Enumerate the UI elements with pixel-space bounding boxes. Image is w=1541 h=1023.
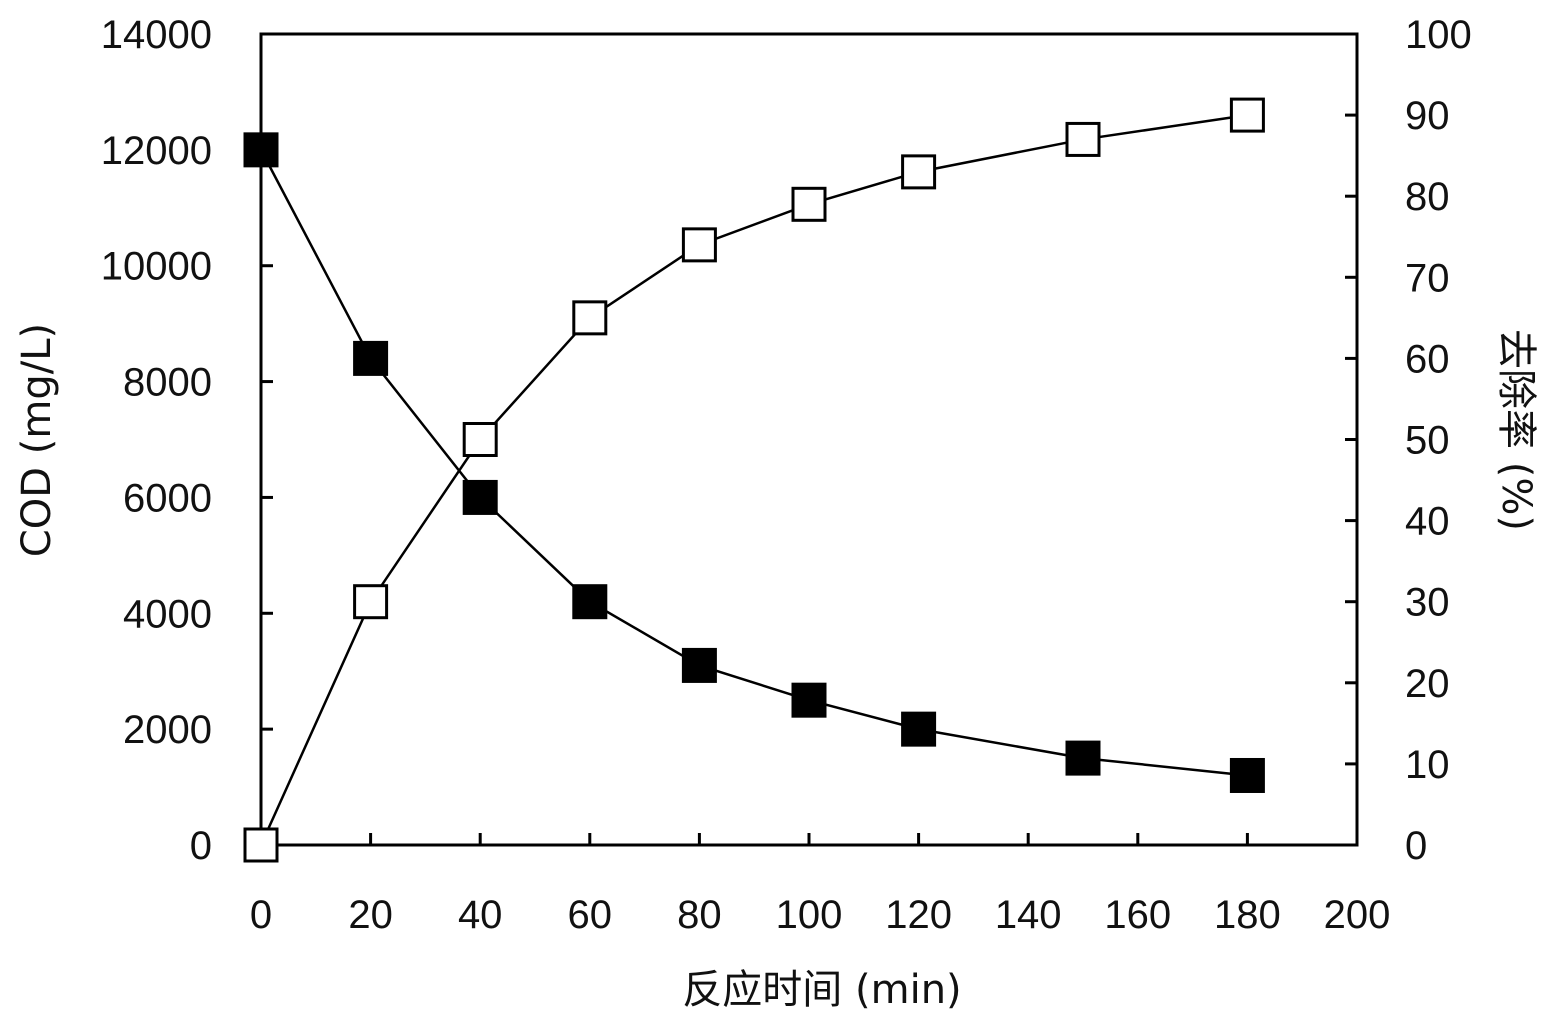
left-y-tick-label: 4000: [123, 592, 212, 636]
right-y-tick-label: 50: [1405, 419, 1450, 463]
cod-point: [1065, 740, 1101, 776]
right-y-tick-label: 60: [1405, 337, 1450, 381]
left-y-tick-label: 0: [190, 824, 212, 868]
removal-rate-point: [1229, 97, 1265, 133]
right-y-tick-label: 20: [1405, 662, 1450, 706]
right-y-tick-label: 80: [1405, 175, 1450, 219]
right-y-tick-label: 40: [1405, 500, 1450, 544]
right-y-tick-label: 70: [1405, 256, 1450, 300]
x-tick-label: 140: [995, 893, 1062, 937]
left-y-tick-label: 2000: [123, 708, 212, 752]
left-y-tick-label: 8000: [123, 361, 212, 405]
removal-rate-point: [243, 827, 279, 863]
plot-frame: [259, 32, 1359, 847]
left-y-tick-label: 6000: [123, 476, 212, 520]
right-y-tick-label: 0: [1405, 824, 1427, 868]
x-axis-ticks: 0 20 40 60 80 100 120 140 160 180 200: [250, 833, 1391, 937]
series-line-2: [259, 113, 1248, 846]
right-y-axis-title: 去除率 (%): [1493, 329, 1539, 531]
x-tick-label: 80: [677, 893, 722, 937]
right-y-tick-label: 10: [1405, 743, 1450, 787]
right-y-tick-label: 30: [1405, 581, 1450, 625]
removal-rate-point: [572, 300, 608, 336]
x-axis-title: 反应时间 (min): [682, 967, 961, 1013]
removal-rate-point: [901, 154, 937, 190]
x-tick-label: 0: [250, 893, 272, 937]
x-tick-label: 20: [348, 893, 393, 937]
left-y-tick-label: 10000: [101, 245, 212, 289]
left-y-tick-label: 12000: [101, 129, 212, 173]
cod-point: [353, 340, 389, 376]
right-y-tick-label: 100: [1405, 13, 1472, 57]
x-tick-label: 200: [1324, 893, 1391, 937]
left-y-axis-ticks: 0 2000 4000 6000 8000 10000 12000 14000: [101, 13, 273, 868]
left-y-tick-label: 14000: [101, 13, 212, 57]
cod-point: [462, 479, 498, 515]
cod-point: [791, 682, 827, 718]
removal-rate-point: [462, 422, 498, 457]
removal-rate-point: [353, 584, 389, 620]
x-tick-label: 40: [458, 893, 503, 937]
removal-rate-point: [791, 186, 827, 222]
left-y-axis-title: COD (mg/L): [14, 323, 60, 557]
removal-rate-point: [1065, 121, 1101, 157]
removal-rate-point: [681, 227, 717, 263]
x-tick-label: 60: [568, 893, 613, 937]
cod-point: [681, 647, 717, 683]
x-tick-label: 120: [885, 893, 952, 937]
cod-point: [901, 711, 937, 747]
cod-point: [243, 132, 279, 168]
cod-point: [572, 584, 608, 620]
series-line-1: [259, 149, 1248, 777]
series-layer: [243, 97, 1265, 863]
right-y-axis-ticks: 0 10 20 30 40 50 60 70 80 90 100: [1345, 13, 1472, 868]
x-tick-label: 180: [1214, 893, 1281, 937]
x-tick-label: 160: [1104, 893, 1171, 937]
cod-point: [1229, 757, 1265, 793]
x-tick-label: 100: [776, 893, 843, 937]
right-y-tick-label: 90: [1405, 94, 1450, 138]
